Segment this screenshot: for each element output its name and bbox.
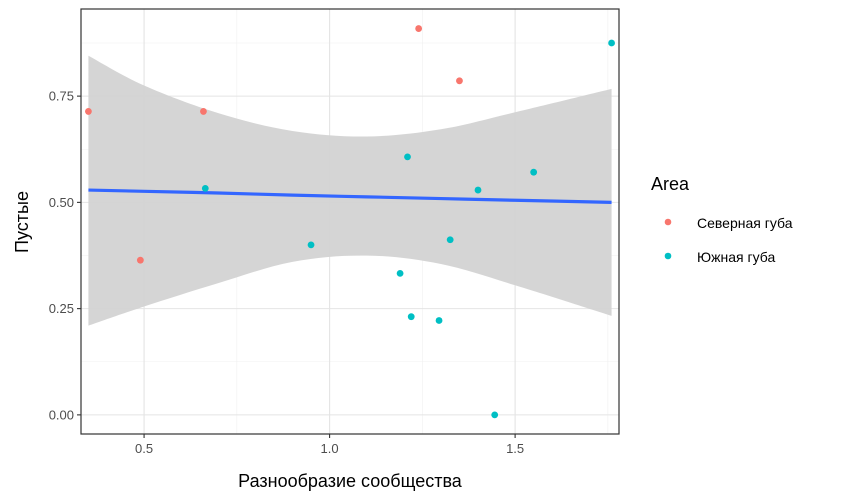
x-tick-label: 1.0 (321, 441, 339, 456)
legend-key-south (664, 252, 672, 260)
y-tick-label: 0.25 (49, 301, 74, 316)
y-axis-ticks: 0.00 0.25 0.50 0.75 (49, 89, 81, 422)
x-tick-label: 0.5 (135, 441, 153, 456)
data-point-south (530, 168, 538, 176)
y-axis-title: Пустые (12, 191, 32, 253)
data-point-south (201, 184, 209, 192)
confidence-band (88, 55, 612, 326)
legend-title: Area (651, 174, 690, 194)
data-point-south (307, 241, 315, 249)
y-tick-label: 0.00 (49, 407, 74, 422)
y-tick-label: 0.75 (49, 89, 74, 104)
data-point-south (446, 236, 454, 244)
data-point-north (85, 108, 92, 115)
confidence-band-area (88, 55, 612, 326)
y-tick-label: 0.50 (49, 195, 74, 210)
data-point-south (407, 313, 415, 321)
data-point-north (200, 108, 207, 115)
data-points (85, 25, 615, 419)
data-point-south (474, 186, 482, 194)
data-point-south (404, 153, 411, 161)
x-axis-ticks: 0.5 1.0 1.5 (135, 434, 524, 456)
x-tick-label: 1.5 (506, 441, 524, 456)
data-point-south (608, 39, 615, 47)
data-point-north (415, 25, 423, 32)
trend-line (88, 188, 612, 204)
legend: Area Северная губа Южная губа (651, 174, 793, 265)
trend-line-group (88, 188, 612, 204)
data-point-south (396, 269, 404, 277)
legend-label-south: Южная губа (697, 249, 775, 265)
legend-label-north: Северная губа (697, 215, 793, 231)
data-point-south (435, 317, 443, 324)
data-point-south (491, 411, 499, 419)
data-point-north (136, 256, 144, 264)
x-axis-title: Разнообразие сообщества (238, 471, 463, 491)
legend-key-north (664, 218, 672, 226)
panel-border (80, 8, 620, 435)
data-point-north (456, 77, 463, 85)
